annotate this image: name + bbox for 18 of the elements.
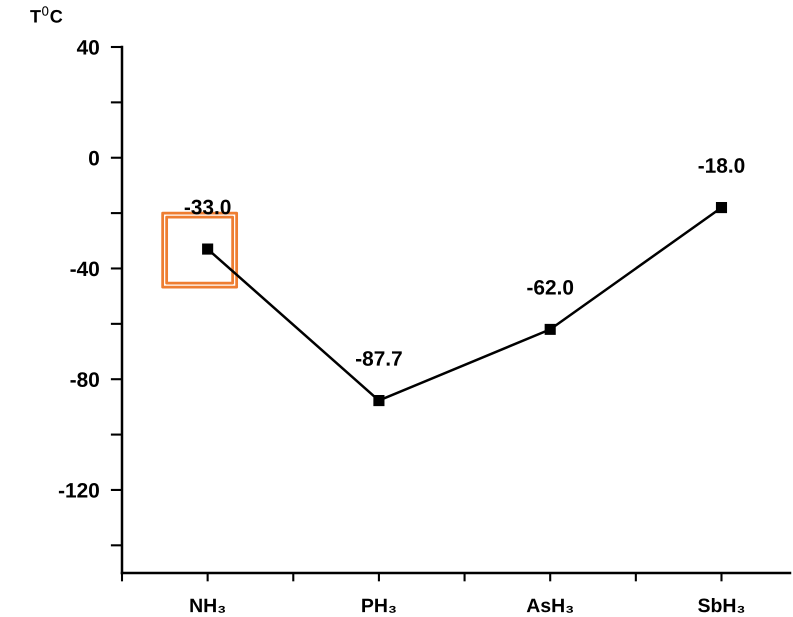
data-label: -33.0 [184,200,231,214]
point [202,244,214,255]
x-tick-label: SbH₃ [698,598,744,613]
x-tick-label: AsH₃ [526,598,573,613]
data-label: -62.0 [527,280,574,295]
y-tick-label: -80 [70,372,99,387]
data-label: -18.0 [698,158,744,173]
y-tick-label: -40 [70,261,99,276]
point [716,202,728,214]
x-tick-label: PH₃ [362,598,396,613]
x-tick-label: NH₃ [190,598,226,613]
data-label: -87.7 [356,351,402,366]
y-tick-label: -120 [58,482,99,498]
y-axis-title: T$^{0}$C [30,6,62,23]
y-tick-label: 0 [89,150,99,166]
point [544,324,556,335]
point [373,394,384,406]
y-tick-label: 40 [76,40,99,55]
